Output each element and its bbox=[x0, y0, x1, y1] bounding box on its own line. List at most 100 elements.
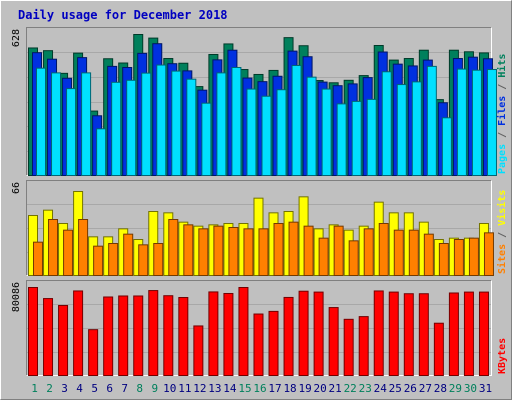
bar-kbytes-22 bbox=[343, 318, 354, 376]
x-tick-label: 13 bbox=[208, 382, 221, 395]
x-tick-label: 15 bbox=[238, 382, 251, 395]
bar-kbytes-6 bbox=[103, 296, 114, 377]
chart-title: Daily usage for December 2018 bbox=[18, 8, 228, 22]
x-tick-label: 11 bbox=[178, 382, 191, 395]
bar-pages-17 bbox=[276, 89, 287, 176]
x-tick-label: 14 bbox=[223, 382, 237, 395]
bar-pages-28 bbox=[441, 117, 452, 176]
bar-kbytes-2 bbox=[43, 298, 54, 376]
bar-kbytes-3 bbox=[58, 304, 69, 377]
x-tick-label: 21 bbox=[329, 382, 342, 395]
bar-kbytes-25 bbox=[388, 291, 399, 376]
bar-kbytes-10 bbox=[163, 295, 174, 376]
panel-bevel-dark bbox=[26, 27, 492, 176]
legend-entry: / bbox=[497, 126, 508, 144]
x-tick-label: 10 bbox=[163, 382, 176, 395]
x-tick-label: 9 bbox=[151, 382, 158, 395]
x-tick-label: 12 bbox=[193, 382, 206, 395]
x-tick-label: 25 bbox=[389, 382, 402, 395]
x-tick-label: 28 bbox=[434, 382, 447, 395]
panel-sites-visits: 66 Sites / Visits bbox=[11, 180, 508, 277]
bar-pages-24 bbox=[381, 71, 392, 176]
bar-pages-13 bbox=[216, 72, 227, 176]
y-axis-max-label: 80086 bbox=[11, 282, 22, 312]
bar-sites-28 bbox=[438, 243, 449, 276]
bar-sites-22 bbox=[348, 240, 359, 276]
x-tick-label: 6 bbox=[106, 382, 113, 395]
bar-kbytes-30 bbox=[463, 291, 474, 376]
legend-entry: / bbox=[497, 78, 508, 96]
panel-legend: Pages / Files / Hits bbox=[496, 54, 508, 174]
y-axis-max-label: 66 bbox=[11, 182, 22, 194]
bar-kbytes-26 bbox=[403, 293, 414, 377]
bar-kbytes-4 bbox=[73, 290, 84, 376]
bar-pages-10 bbox=[171, 70, 182, 176]
bar-sites-6 bbox=[108, 243, 119, 276]
legend-entry: KBytes bbox=[497, 338, 508, 374]
bar-kbytes-9 bbox=[148, 290, 159, 376]
bar-sites-31 bbox=[483, 232, 494, 276]
bar-kbytes-23 bbox=[358, 316, 369, 376]
panel-pages-files-hits: 628 Pages / Files / Hits bbox=[11, 27, 508, 177]
bar-sites-9 bbox=[153, 243, 164, 276]
bar-kbytes-24 bbox=[373, 290, 384, 376]
bar-pages-16 bbox=[261, 95, 272, 176]
bar-pages-14 bbox=[231, 67, 242, 176]
x-tick-label: 1 bbox=[31, 382, 38, 395]
x-tick-label: 8 bbox=[136, 382, 143, 395]
x-tick-label: 17 bbox=[268, 382, 281, 395]
bar-sites-12 bbox=[198, 228, 209, 276]
bar-sites-8 bbox=[138, 244, 149, 276]
x-tick-label: 23 bbox=[359, 382, 372, 395]
bar-kbytes-21 bbox=[328, 307, 339, 376]
bar-sites-3 bbox=[63, 229, 74, 277]
bar-sites-30 bbox=[468, 237, 479, 277]
bar-pages-23 bbox=[366, 98, 377, 176]
bar-pages-8 bbox=[141, 72, 152, 176]
bar-kbytes-27 bbox=[418, 293, 429, 377]
bar-kbytes-8 bbox=[133, 295, 144, 376]
bar-sites-20 bbox=[318, 237, 329, 277]
bar-kbytes-19 bbox=[298, 290, 309, 377]
x-tick-label: 7 bbox=[121, 382, 128, 395]
bar-sites-25 bbox=[393, 229, 404, 277]
bar-kbytes-5 bbox=[88, 329, 99, 377]
bar-pages-30 bbox=[471, 69, 482, 176]
bar-kbytes-13 bbox=[208, 291, 219, 377]
bar-pages-25 bbox=[396, 84, 407, 176]
bar-kbytes-20 bbox=[313, 291, 324, 376]
chart-panels: 628 Pages / Files / Hits 66 Sites / Visits 8… bbox=[11, 27, 508, 377]
bar-pages-6 bbox=[111, 81, 122, 176]
panel-bevel-dark bbox=[26, 280, 492, 376]
panel-kbytes: 80086 KBytes bbox=[11, 280, 508, 377]
bar-sites-17 bbox=[273, 223, 284, 276]
bar-kbytes-15 bbox=[238, 287, 249, 376]
bar-pages-1 bbox=[36, 67, 46, 176]
bar-sites-13 bbox=[213, 225, 224, 277]
bar-kbytes-1 bbox=[28, 287, 38, 376]
bar-sites-7 bbox=[123, 233, 134, 277]
bar-kbytes-7 bbox=[118, 295, 129, 376]
bar-kbytes-12 bbox=[193, 325, 204, 376]
x-tick-label: 31 bbox=[479, 382, 492, 395]
x-tick-label: 30 bbox=[464, 382, 477, 395]
legend-entry: Pages bbox=[497, 144, 508, 174]
bar-sites-1 bbox=[33, 241, 43, 277]
bar-sites-11 bbox=[183, 224, 194, 276]
bar-kbytes-11 bbox=[178, 297, 189, 377]
bar-sites-19 bbox=[303, 225, 314, 277]
bar-sites-27 bbox=[423, 233, 434, 277]
bar-sites-23 bbox=[363, 228, 374, 276]
bar-pages-15 bbox=[246, 88, 257, 176]
panel-legend: KBytes bbox=[497, 338, 508, 374]
x-tick-label: 27 bbox=[419, 382, 432, 395]
bar-pages-3 bbox=[66, 88, 77, 176]
bar-pages-12 bbox=[201, 102, 212, 176]
bar-pages-29 bbox=[456, 68, 467, 176]
bar-pages-26 bbox=[411, 81, 422, 176]
bar-sites-24 bbox=[378, 223, 389, 276]
x-tick-label: 20 bbox=[314, 382, 327, 395]
bar-pages-27 bbox=[426, 65, 437, 176]
bar-pages-21 bbox=[336, 103, 347, 176]
